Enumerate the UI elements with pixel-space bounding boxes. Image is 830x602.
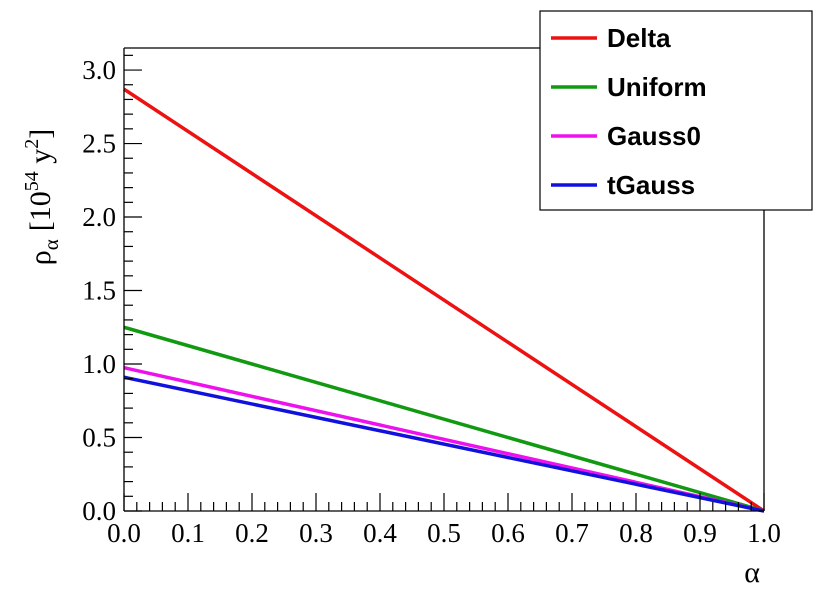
- labels-layer: 0.0 0.1 0.2 0.3 0.4 0.5 0.6 0.7 0.8 0.9 1.0 0.0 0.5 1…: [82, 55, 781, 548]
- x-tick-label: 0.1: [171, 518, 205, 548]
- series-line-delta: [123, 87, 765, 513]
- legend-label-delta: Delta: [607, 23, 671, 53]
- x-tick-label: 0.7: [555, 518, 589, 548]
- series-line-uniform: [123, 325, 765, 513]
- ticks-layer: [123, 54, 765, 512]
- y-tick-label: 2.5: [82, 129, 116, 159]
- x-tick-label: 0.2: [235, 518, 269, 548]
- x-tick-label: 0.6: [491, 518, 525, 548]
- y-axis-title-unit: [10: [24, 191, 57, 231]
- y-axis-title-unit-exp2: 2: [21, 139, 43, 149]
- y-axis-title-base: ρ: [24, 250, 57, 265]
- x-tick-label: 1.0: [747, 518, 781, 548]
- x-tick-label: 0.3: [299, 518, 333, 548]
- legend-box: [539, 10, 813, 211]
- y-axis-title-unit-exp: 54: [21, 171, 43, 191]
- x-axis-title: α: [744, 556, 760, 589]
- x-tick-label: 0.8: [619, 518, 653, 548]
- y-tick-label: 2.0: [82, 202, 116, 232]
- legend: Delta Uniform Gauss0 tGauss: [539, 10, 813, 211]
- x-tick-label: 0.0: [107, 518, 141, 548]
- x-tick-label: 0.9: [683, 518, 717, 548]
- legend-label-tgauss: tGauss: [607, 170, 695, 200]
- y-axis-title-sub: α: [39, 239, 63, 250]
- y-axis-title-unit-close: ]: [24, 129, 57, 139]
- y-tick-label: 1.0: [82, 349, 116, 379]
- y-axis-title-unit-mid: y: [24, 149, 57, 172]
- y-tick-label: 0.0: [82, 496, 116, 526]
- legend-label-gauss0: Gauss0: [607, 121, 701, 151]
- series-line-tgauss: [123, 375, 765, 513]
- y-axis-title: ρα [1054 y2]: [21, 129, 63, 266]
- x-tick-label: 0.4: [363, 518, 397, 548]
- y-tick-label: 0.5: [82, 423, 116, 453]
- series-layer: [123, 87, 765, 513]
- y-tick-label: 1.5: [82, 276, 116, 306]
- x-tick-label: 0.5: [427, 518, 461, 548]
- legend-items: Delta Uniform Gauss0 tGauss: [551, 23, 707, 200]
- legend-label-uniform: Uniform: [607, 72, 707, 102]
- y-tick-label: 3.0: [82, 55, 116, 85]
